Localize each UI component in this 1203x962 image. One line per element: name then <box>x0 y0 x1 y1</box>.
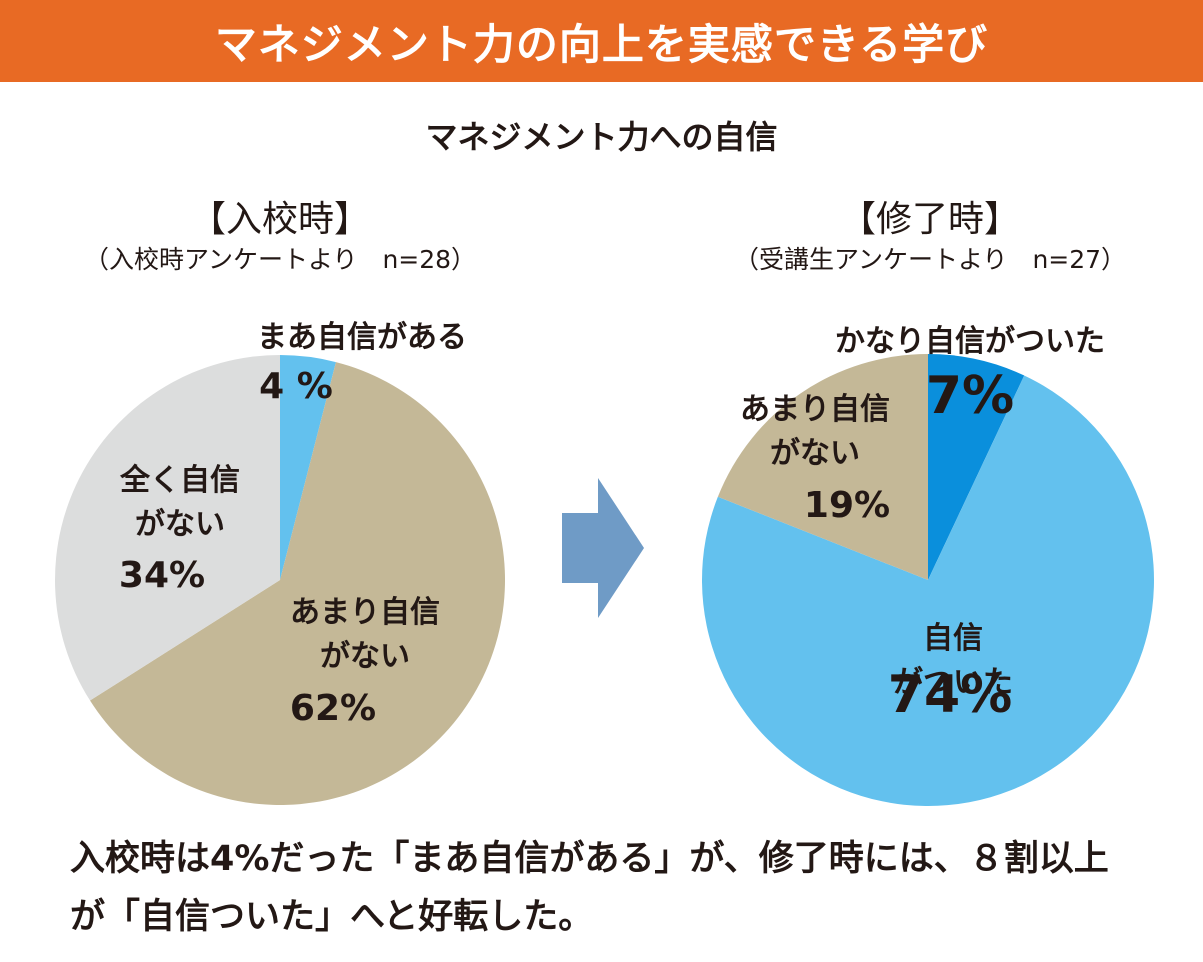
after-pie-label-2: がない <box>770 436 860 471</box>
after-pie-value-0: 7% <box>926 366 1014 426</box>
before-pie-slice-0 <box>280 355 336 580</box>
before-pie-value-0: 4 % <box>259 366 333 407</box>
after-pie-slice-0 <box>928 354 1025 580</box>
after-chart-note: （受講生アンケートより n=27） <box>733 245 1127 274</box>
before-pie-value-2: 34% <box>119 555 205 596</box>
after-pie-slice-1 <box>701 375 1154 806</box>
before-pie-slice-2 <box>55 355 280 701</box>
before-pie-slice-1 <box>90 362 506 806</box>
right-arrow-icon <box>562 478 644 618</box>
summary-text: 入校時は4%だった「まあ自信がある」が、修了時には、８割以上 が「自信ついた」へ… <box>70 830 1170 946</box>
before-pie-value-1: 62% <box>290 688 376 729</box>
page-title: マネジメント力の向上を実感できる学び <box>214 19 989 69</box>
after-pie-label-1: 自信 <box>923 621 983 656</box>
after-pie-label-2: あまり自信 <box>740 392 890 427</box>
summary-line-2: が「自信ついた」へと好転した。 <box>70 897 594 937</box>
after-pie-value-1: 74% <box>888 665 1012 725</box>
after-chart-title: 【修了時】 <box>839 199 1020 240</box>
before-chart-note: （入校時アンケートより n=28） <box>83 245 477 274</box>
after-pie-value-2: 19% <box>804 485 890 526</box>
before-pie-label-1: がない <box>320 639 410 674</box>
after-pie-label-1: がついた <box>893 665 1013 700</box>
before-pie-label-1: あまり自信 <box>290 595 440 630</box>
chart-subtitle: マネジメント力への自信 <box>425 118 778 156</box>
after-pie-label-0: かなり自信がついた <box>835 324 1105 359</box>
before-pie-label-2: がない <box>135 507 225 542</box>
title-banner: マネジメント力の向上を実感できる学び <box>0 0 1203 82</box>
before-pie-label-0: まあ自信がある <box>257 320 467 355</box>
before-chart-title: 【入校時】 <box>189 199 370 240</box>
before-pie-label-2: 全く自信 <box>119 463 240 498</box>
summary-line-1: 入校時は4%だった「まあ自信がある」が、修了時には、８割以上 <box>70 839 1109 879</box>
after-pie-slice-2 <box>717 354 928 580</box>
